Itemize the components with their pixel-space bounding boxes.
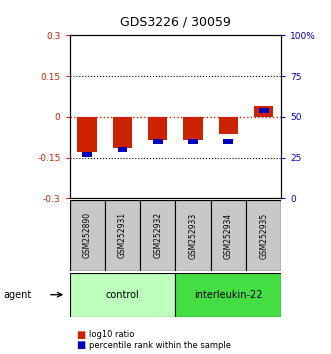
Bar (188, 139, 198, 144)
Bar (254, 106, 273, 117)
Text: GSM252933: GSM252933 (189, 212, 198, 258)
Bar (70, 273, 175, 317)
Text: GSM252934: GSM252934 (224, 212, 233, 258)
Text: interleukin-22: interleukin-22 (194, 290, 262, 300)
Bar (140, 200, 175, 271)
Text: GDS3226 / 30059: GDS3226 / 30059 (120, 15, 231, 28)
Bar (77, 117, 97, 152)
Bar (148, 117, 167, 140)
Text: control: control (106, 290, 139, 300)
Text: agent: agent (3, 290, 31, 300)
Text: GSM252890: GSM252890 (83, 212, 92, 258)
Bar (259, 108, 269, 113)
Text: GSM252935: GSM252935 (259, 212, 268, 258)
Text: GSM252931: GSM252931 (118, 212, 127, 258)
Bar (70, 200, 105, 271)
Text: ■: ■ (76, 330, 85, 339)
Bar (113, 117, 132, 148)
Text: ■: ■ (76, 340, 85, 350)
Bar (118, 147, 127, 152)
Text: log10 ratio: log10 ratio (89, 330, 135, 339)
Bar (183, 117, 203, 140)
Bar (246, 200, 281, 271)
Bar (219, 117, 238, 135)
Bar (82, 152, 92, 157)
Bar (211, 200, 246, 271)
Text: percentile rank within the sample: percentile rank within the sample (89, 341, 231, 350)
Text: GSM252932: GSM252932 (153, 212, 162, 258)
Bar (223, 139, 233, 144)
Bar (175, 200, 211, 271)
Bar (153, 139, 163, 144)
Bar (105, 200, 140, 271)
Bar (175, 273, 281, 317)
